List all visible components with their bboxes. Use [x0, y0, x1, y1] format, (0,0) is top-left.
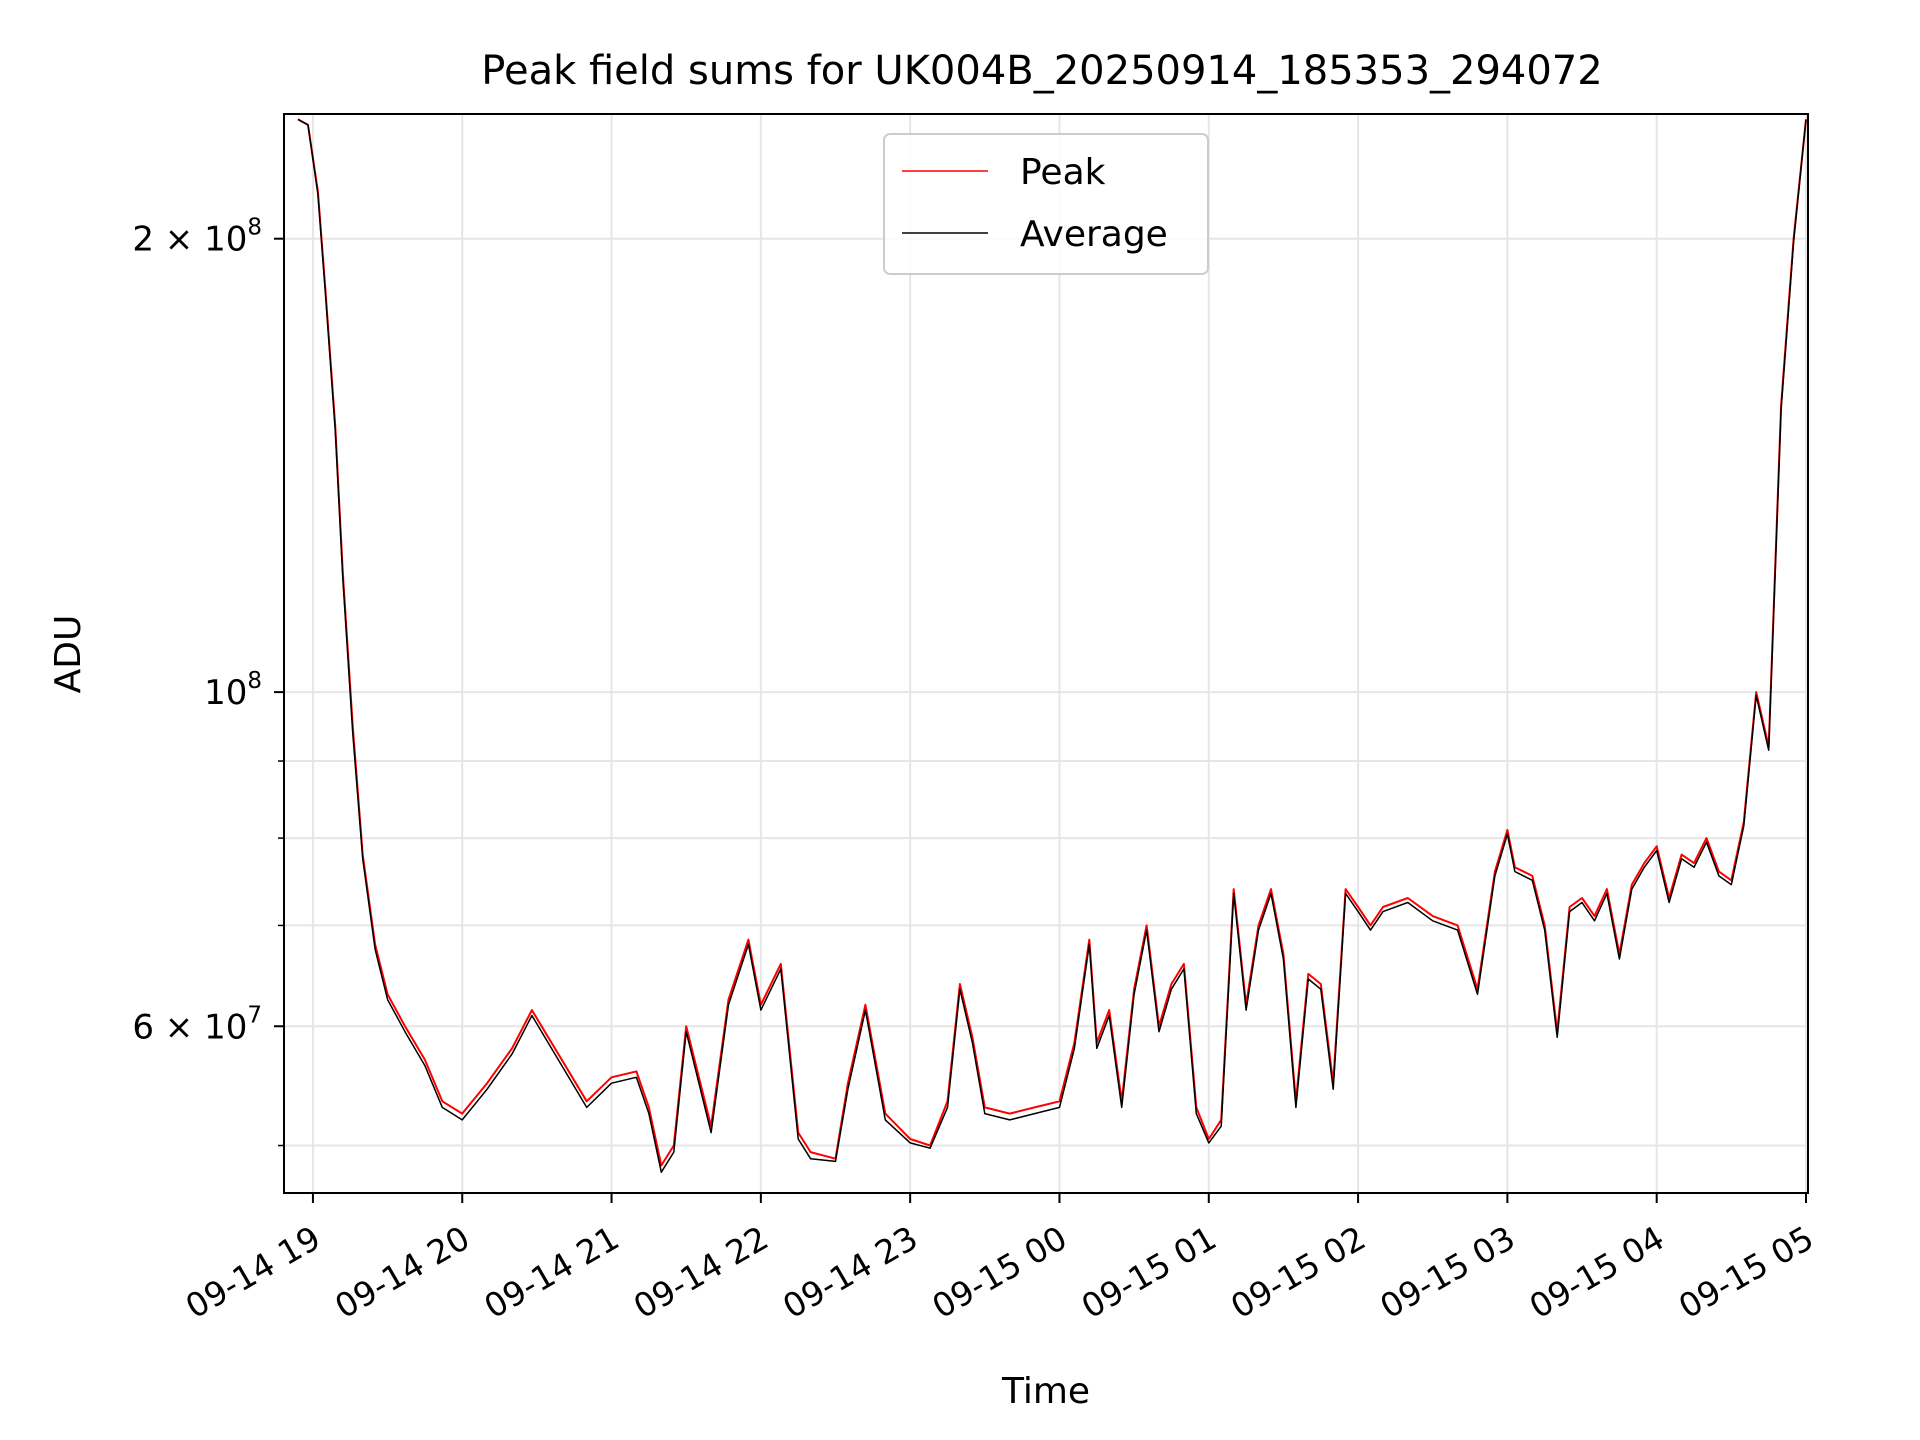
series-line-peak	[297, 118, 1807, 1167]
y-tick-label: 6 × 107	[132, 1002, 262, 1047]
plot-frame	[283, 113, 1809, 1194]
chart-title: Peak field sums for UK004B_20250914_1853…	[481, 48, 1602, 94]
y-tick-label: 108	[204, 668, 262, 713]
legend-average-label: Average	[1020, 214, 1168, 255]
series-line-average	[297, 118, 1807, 1173]
x-axis-label: Time	[1001, 1371, 1090, 1412]
series-layer	[297, 118, 1807, 1173]
legend-peak-label: Peak	[1020, 152, 1106, 193]
y-tick-label: 2 × 108	[132, 215, 262, 260]
gridlines	[284, 114, 1808, 1193]
y-axis-ticks: 2 × 108 108 6 × 107	[132, 215, 284, 1147]
legend: Peak Average	[883, 133, 1209, 275]
y-axis-label: ADU	[48, 615, 89, 694]
legend-box	[883, 133, 1209, 275]
